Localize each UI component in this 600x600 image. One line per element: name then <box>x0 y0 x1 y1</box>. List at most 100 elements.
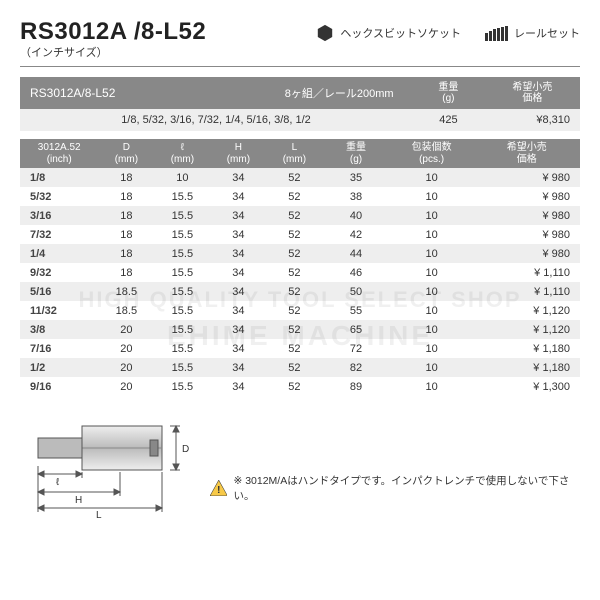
value-cell: 52 <box>266 263 322 282</box>
value-cell: 20 <box>98 377 154 396</box>
product-title: RS3012A /8-L52 <box>20 18 206 46</box>
value-cell: 89 <box>322 377 389 396</box>
value-cell: 10 <box>390 301 474 320</box>
value-cell: 18 <box>98 187 154 206</box>
value-cell: 72 <box>322 339 389 358</box>
value-cell: 34 <box>210 301 266 320</box>
value-cell: 15.5 <box>154 301 210 320</box>
value-cell: 15.5 <box>154 187 210 206</box>
value-cell: 52 <box>266 244 322 263</box>
spec-col-header: L (mm) <box>266 139 322 168</box>
value-cell: 18.5 <box>98 301 154 320</box>
size-cell: 1/8 <box>20 168 98 187</box>
value-cell: 10 <box>390 244 474 263</box>
value-cell: 34 <box>210 206 266 225</box>
value-cell: 15.5 <box>154 339 210 358</box>
value-cell: 15.5 <box>154 358 210 377</box>
table-row: 3/82015.534526510¥ 1,120 <box>20 320 580 339</box>
value-cell: 15.5 <box>154 320 210 339</box>
warning-text: ※ 3012M/Aはハンドタイプです。インパクトレンチで使用しないで下さい。 <box>233 473 580 503</box>
spec-col-header: 3012A.52 (inch) <box>20 139 98 168</box>
value-cell: ¥ 1,120 <box>474 320 580 339</box>
rail-label: レールセット <box>485 25 580 41</box>
value-cell: 10 <box>390 358 474 377</box>
value-cell: 18 <box>98 263 154 282</box>
value-cell: 35 <box>322 168 389 187</box>
bottom-row: D ℓ H L <box>20 408 580 521</box>
value-cell: 10 <box>390 320 474 339</box>
value-cell: 15.5 <box>154 225 210 244</box>
svg-text:ℓ: ℓ <box>56 477 60 488</box>
value-cell: 34 <box>210 320 266 339</box>
value-cell: 52 <box>266 168 322 187</box>
header-right: ヘックスビットソケット レールセット <box>316 24 580 42</box>
size-cell: 1/4 <box>20 244 98 263</box>
table-row: 5/321815.534523810¥ 980 <box>20 187 580 206</box>
table-row: 7/162015.534527210¥ 1,180 <box>20 339 580 358</box>
set-col-weight: 重量 (g) <box>412 77 485 109</box>
value-cell: 34 <box>210 358 266 377</box>
value-cell: 34 <box>210 377 266 396</box>
value-cell: 10 <box>390 339 474 358</box>
size-cell: 7/16 <box>20 339 98 358</box>
value-cell: 20 <box>98 339 154 358</box>
spec-table-head: 3012A.52 (inch)D (mm)ℓ (mm)H (mm)L (mm)重… <box>20 139 580 168</box>
table-row: 1/22015.534528210¥ 1,180 <box>20 358 580 377</box>
size-cell: 11/32 <box>20 301 98 320</box>
value-cell: 52 <box>266 358 322 377</box>
value-cell: ¥ 980 <box>474 225 580 244</box>
value-cell: 42 <box>322 225 389 244</box>
value-cell: 34 <box>210 339 266 358</box>
value-cell: 18 <box>98 225 154 244</box>
value-cell: 18 <box>98 206 154 225</box>
value-cell: ¥ 1,180 <box>474 339 580 358</box>
warning-note: ! ※ 3012M/Aはハンドタイプです。インパクトレンチで使用しないで下さい。 <box>210 473 580 503</box>
title-block: RS3012A /8-L52 （インチサイズ） <box>20 18 206 60</box>
value-cell: 10 <box>390 225 474 244</box>
size-cell: 3/16 <box>20 206 98 225</box>
value-cell: 34 <box>210 244 266 263</box>
value-cell: 15.5 <box>154 244 210 263</box>
value-cell: 52 <box>266 206 322 225</box>
table-row: 3/161815.534524010¥ 980 <box>20 206 580 225</box>
value-cell: 46 <box>322 263 389 282</box>
table-row: 9/162015.534528910¥ 1,300 <box>20 377 580 396</box>
value-cell: 18.5 <box>98 282 154 301</box>
table-row: 5/1618.515.534525010¥ 1,110 <box>20 282 580 301</box>
size-cell: 5/16 <box>20 282 98 301</box>
value-cell: ¥ 1,110 <box>474 282 580 301</box>
set-weight: 425 <box>412 109 485 131</box>
value-cell: 18 <box>98 244 154 263</box>
hex-label: ヘックスビットソケット <box>316 24 461 42</box>
value-cell: 34 <box>210 282 266 301</box>
set-table: RS3012A/8-L52 8ヶ組／レール200mm 重量 (g) 希望小売 価… <box>20 77 580 131</box>
svg-text:L: L <box>96 510 102 518</box>
table-row: 1/8181034523510¥ 980 <box>20 168 580 187</box>
table-row: 1/41815.534524410¥ 980 <box>20 244 580 263</box>
spec-col-header: 重量 (g) <box>322 139 389 168</box>
size-cell: 3/8 <box>20 320 98 339</box>
rail-label-text: レールセット <box>514 25 580 41</box>
value-cell: ¥ 1,300 <box>474 377 580 396</box>
set-code: RS3012A/8-L52 <box>20 77 266 109</box>
value-cell: 34 <box>210 263 266 282</box>
value-cell: 34 <box>210 225 266 244</box>
value-cell: 55 <box>322 301 389 320</box>
value-cell: 10 <box>390 263 474 282</box>
value-cell: 10 <box>390 282 474 301</box>
value-cell: 10 <box>390 206 474 225</box>
product-subtitle: （インチサイズ） <box>20 44 206 60</box>
page-header: RS3012A /8-L52 （インチサイズ） ヘックスビットソケット レールセ… <box>20 18 580 67</box>
value-cell: 50 <box>322 282 389 301</box>
value-cell: ¥ 980 <box>474 206 580 225</box>
value-cell: 15.5 <box>154 377 210 396</box>
value-cell: 34 <box>210 187 266 206</box>
set-data-row: 1/8, 5/32, 3/16, 7/32, 1/4, 5/16, 3/8, 1… <box>20 109 580 131</box>
hexagon-icon <box>316 24 334 42</box>
value-cell: 44 <box>322 244 389 263</box>
value-cell: 20 <box>98 320 154 339</box>
value-cell: 52 <box>266 339 322 358</box>
table-row: 7/321815.534524210¥ 980 <box>20 225 580 244</box>
spec-header-row: 3012A.52 (inch)D (mm)ℓ (mm)H (mm)L (mm)重… <box>20 139 580 168</box>
table-row: 9/321815.534524610¥ 1,110 <box>20 263 580 282</box>
